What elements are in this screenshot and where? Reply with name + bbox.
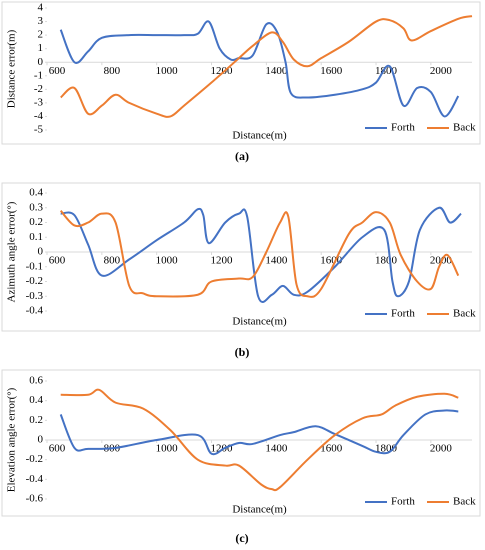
x-tick-label: 800	[104, 65, 121, 77]
x-tick-label: 1400	[265, 65, 288, 77]
y-tick-label: 0.4	[29, 187, 43, 199]
legend-label: Back	[453, 308, 476, 320]
x-tick-label: 600	[49, 65, 66, 77]
y-axis-title: Distance error(m)	[6, 29, 18, 108]
y-tick-label: -0.2	[26, 275, 43, 287]
x-tick-label: 2000	[430, 443, 453, 455]
x-tick-label: 600	[49, 443, 66, 455]
caption: (b)	[235, 345, 250, 359]
y-tick-label: 0.2	[29, 216, 43, 228]
legend-label: Back	[453, 496, 476, 508]
caption: (c)	[235, 531, 248, 545]
y-tick-label: -4	[34, 110, 44, 122]
y-tick-label: 0	[38, 434, 44, 446]
x-tick-label: 1000	[156, 255, 179, 267]
y-tick-label: 4	[38, 2, 44, 14]
x-tick-label: 1400	[265, 255, 288, 267]
x-tick-label: 1000	[156, 65, 179, 77]
y-tick-label: 0.3	[29, 201, 43, 213]
data-line	[59, 20, 460, 118]
data-line	[60, 388, 459, 492]
legend-label: Forth	[391, 496, 415, 508]
x-tick-label: 600	[49, 255, 66, 267]
y-tick-label: -0.3	[26, 290, 44, 302]
x-tick-label: 800	[104, 255, 121, 267]
y-tick-label: -1	[34, 69, 43, 81]
x-tick-label: 1000	[156, 443, 179, 455]
data-line	[60, 206, 462, 303]
chart-frame	[1, 369, 481, 517]
y-tick-label: 0.2	[29, 414, 43, 426]
data-line	[59, 210, 460, 298]
legend-label: Forth	[391, 308, 415, 320]
legend-label: Back	[453, 122, 476, 134]
y-tick-label: 3	[38, 15, 44, 27]
x-tick-label: 1600	[320, 255, 343, 267]
y-tick-label: -0.4	[26, 473, 44, 485]
chart-frame	[1, 1, 481, 145]
y-axis-title: Elevation angle error(°)	[6, 387, 18, 492]
y-tick-label: -2	[34, 83, 43, 95]
x-tick-label: 1400	[265, 443, 288, 455]
x-tick-label: 1600	[320, 443, 343, 455]
y-tick-label: 0.1	[29, 231, 43, 243]
y-tick-label: -0.2	[26, 453, 43, 465]
x-tick-label: 1800	[375, 443, 398, 455]
y-tick-label: -0.1	[26, 260, 43, 272]
y-tick-label: -3	[34, 96, 44, 108]
data-line	[59, 409, 459, 456]
y-tick-label: 0	[38, 56, 44, 68]
y-tick-label: 0	[38, 246, 44, 258]
x-tick-label: 1200	[211, 443, 234, 455]
y-tick-label: -5	[34, 124, 44, 136]
chart-frame	[1, 182, 481, 332]
y-tick-label: 0.6	[29, 375, 43, 387]
caption: (a)	[235, 149, 249, 163]
y-tick-label: 1	[38, 42, 44, 54]
y-axis-title: Azimuth angle error(°)	[6, 201, 18, 302]
y-tick-label: -0.4	[26, 305, 44, 317]
x-axis-title: Distance(m)	[232, 316, 287, 328]
x-tick-label: 1600	[320, 65, 343, 77]
legend-label: Forth	[391, 122, 415, 134]
x-tick-label: 1200	[211, 255, 234, 267]
x-tick-label: 1800	[375, 255, 398, 267]
y-tick-label: 0.4	[29, 394, 43, 406]
y-tick-label: 2	[38, 29, 44, 41]
x-tick-label: 2000	[430, 65, 453, 77]
x-axis-title: Distance(m)	[232, 504, 287, 516]
y-tick-label: -0.6	[26, 493, 44, 505]
x-axis-title: Distance(m)	[232, 130, 287, 142]
data-line	[60, 15, 473, 118]
